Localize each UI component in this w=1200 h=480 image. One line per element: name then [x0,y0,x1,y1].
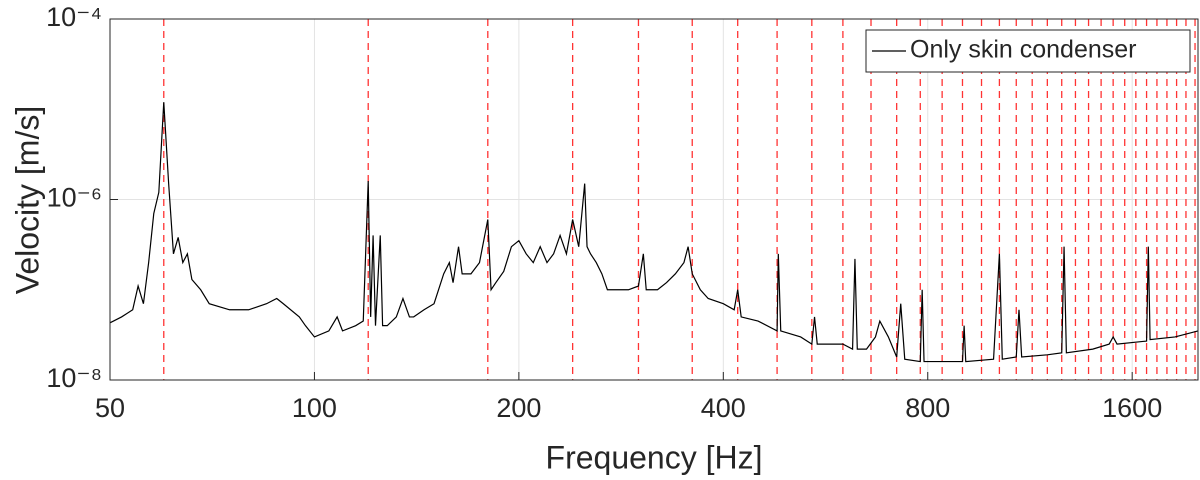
y-tick-label: 10⁻⁴ [46,2,102,32]
x-tick-label: 1600 [1102,393,1162,423]
axes-box [109,18,1199,381]
x-tick-label: 100 [292,393,337,423]
x-tick-label: 200 [496,393,541,423]
legend-box [865,29,1191,73]
x-tick-label: 50 [95,393,125,423]
series-line [109,102,1199,363]
legend: Only skin condenser [865,29,1191,73]
legend-label: Only skin condenser [910,36,1137,64]
x-tick-label: 400 [701,393,746,423]
x-axis-label: Frequency [Hz] [546,439,763,475]
x-tick-label: 800 [905,393,950,423]
y-tick-label: 10⁻⁸ [46,363,102,393]
y-axis-label: Velocity [m/s] [9,106,45,295]
y-tick-label: 10⁻⁶ [47,183,102,213]
